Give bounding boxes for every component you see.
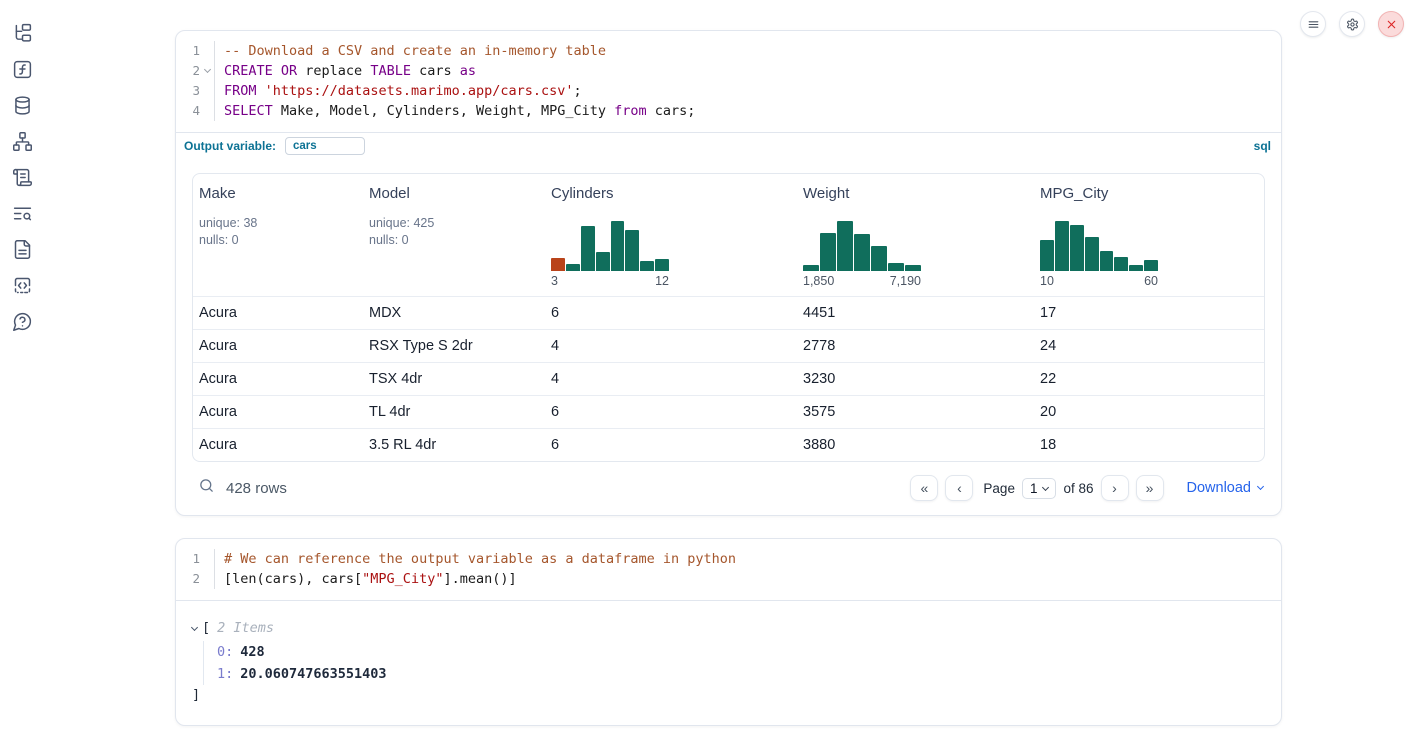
code-line: 2 CREATE OR replace TABLE cars as [176,61,1281,81]
last-page-button[interactable]: » [1135,475,1164,501]
gear-icon [1346,18,1358,30]
hist-min-label: 3 [551,274,558,288]
code-line: 2 [len(cars), cars["MPG_City"].mean()] [176,569,1281,589]
table-row[interactable]: Acura MDX 6 4451 17 [193,296,1264,329]
tree-item: 1: 20.060747663551403 [217,663,1265,685]
page-label: Page [983,480,1015,496]
output-variable-label: Output variable: [184,139,277,153]
search-icon[interactable] [198,477,215,499]
python-code-editor[interactable]: 1 # We can reference the output variable… [176,539,1281,600]
table-row[interactable]: Acura TSX 4dr 4 3230 22 [193,362,1264,395]
column-stat: nulls: 0 [199,233,239,247]
line-number: 1 [192,551,200,566]
column-header-weight[interactable]: Weight 1,850 7,190 [803,185,921,288]
python-cell: 1 # We can reference the output variable… [175,538,1282,726]
close-icon [1387,20,1395,28]
column-header-mpg-city[interactable]: MPG_City 10 60 [1040,185,1158,288]
chevron-down-icon [1042,483,1050,491]
variables-icon[interactable] [10,57,34,81]
fold-indicator-icon[interactable] [203,65,211,73]
python-cell-output: [ 2 Items 0: 428 1: 20.060747663551403 ] [176,600,1281,725]
outline-icon[interactable] [10,165,34,189]
line-number: 1 [192,43,200,58]
item-value: 20.060747663551403 [240,666,387,682]
items-count-label: 2 Items [217,620,275,636]
output-variable-bar: Output variable: sql [176,132,1281,159]
row-count: 428 rows [226,479,287,497]
sql-code-editor[interactable]: 1 -- Download a CSV and create an in-mem… [176,31,1281,132]
snippets-icon[interactable] [10,273,34,297]
hist-max-label: 7,190 [889,274,921,288]
notebook-actions [1300,11,1404,37]
output-variable-input[interactable] [285,137,366,155]
hist-min-label: 1,850 [803,274,835,288]
line-number: 4 [192,103,200,118]
collapse-toggle[interactable] [190,620,199,636]
item-value: 428 [240,644,265,660]
logs-icon[interactable] [10,201,34,225]
dependency-graph-icon[interactable] [10,129,34,153]
hist-min-label: 10 [1040,274,1054,288]
chevron-down-icon [190,623,199,632]
sql-cell: 1 -- Download a CSV and create an in-mem… [175,30,1282,516]
documentation-icon[interactable] [10,237,34,261]
close-bracket: ] [192,687,201,703]
settings-button[interactable] [1339,11,1365,37]
column-header-make[interactable]: Make unique: 38 nulls: 0 [193,174,363,296]
code-line: 1 # We can reference the output variable… [176,549,1281,569]
line-number: 3 [192,83,200,98]
helper-panel-sidebar [0,0,44,729]
pagination: « ‹ Page 1 of 86 › » Download [910,475,1265,501]
tree-item: 0: 428 [217,641,1265,663]
file-explorer-icon[interactable] [10,21,34,45]
data-table: Make unique: 38 nulls: 0 Model unique: 4… [192,173,1265,462]
menu-button[interactable] [1300,11,1326,37]
item-key: 0: [217,644,234,660]
column-header-model[interactable]: Model unique: 425 nulls: 0 [363,174,545,296]
item-key: 1: [217,666,234,682]
open-bracket: [ [202,620,211,636]
tree-items: 0: 428 1: 20.060747663551403 [203,641,1265,685]
first-page-button[interactable]: « [910,475,939,501]
mpg-city-histogram[interactable] [1040,218,1158,271]
table-row[interactable]: Acura RSX Type S 2dr 4 2778 24 [193,329,1264,362]
weight-histogram[interactable] [803,218,921,271]
table-header: Make unique: 38 nulls: 0 Model unique: 4… [193,174,1264,296]
cylinders-histogram[interactable] [551,218,669,271]
data-sources-icon[interactable] [10,93,34,117]
next-page-button[interactable]: › [1100,475,1129,501]
shutdown-button[interactable] [1378,11,1404,37]
hamburger-icon [1308,20,1318,28]
column-header-cylinders[interactable]: Cylinders 3 12 [551,185,669,288]
column-stat: unique: 38 [199,216,258,230]
table-row[interactable]: Acura 3.5 RL 4dr 6 3880 18 [193,428,1264,461]
table-row[interactable]: Acura TL 4dr 6 3575 20 [193,395,1264,428]
language-badge[interactable]: sql [1253,139,1271,153]
hist-max-label: 60 [1144,274,1158,288]
code-line: 3 FROM 'https://datasets.marimo.app/cars… [176,81,1281,101]
line-number: 2 [192,63,200,78]
hist-max-label: 12 [655,274,669,288]
column-stat: unique: 425 [369,216,435,230]
download-button[interactable]: Download [1187,480,1265,496]
ai-chat-help-icon[interactable] [10,309,34,333]
code-line: 1 -- Download a CSV and create an in-mem… [176,41,1281,61]
sql-cell-output: Make unique: 38 nulls: 0 Model unique: 4… [176,159,1281,515]
notebook: 1 -- Download a CSV and create an in-mem… [175,30,1282,726]
column-stat: nulls: 0 [369,233,409,247]
previous-page-button[interactable]: ‹ [945,475,974,501]
page-select[interactable]: 1 [1021,477,1057,499]
chevron-down-icon [1256,482,1265,490]
table-footer: 428 rows « ‹ Page 1 of 86 › » Download [192,475,1265,503]
line-number: 2 [192,571,200,586]
page-total-label: of 86 [1063,480,1094,496]
code-line: 4 SELECT Make, Model, Cylinders, Weight,… [176,101,1281,121]
